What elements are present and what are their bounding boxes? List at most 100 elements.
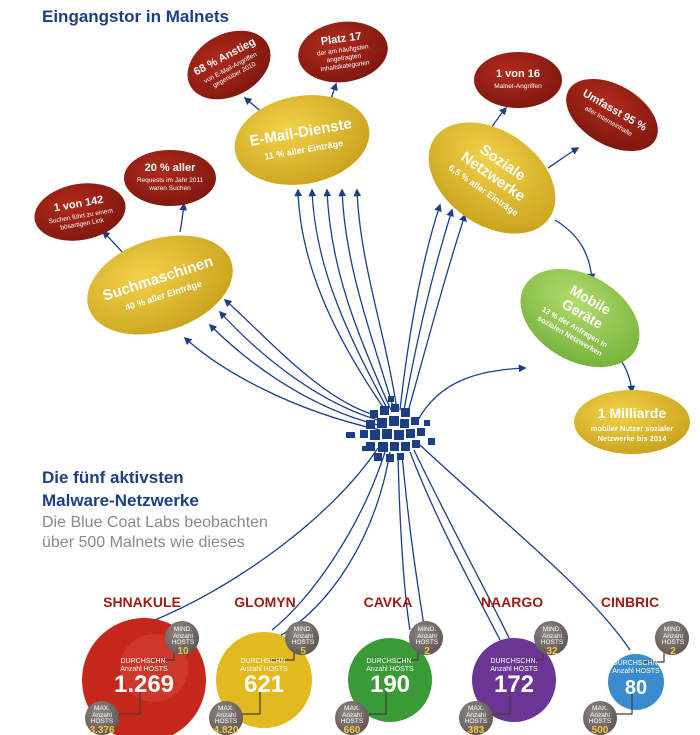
category-mobile-users: 1 Milliarde mobiler Nutzer sozialer Netz… <box>574 390 690 454</box>
max-label-line1: MAX. <box>344 705 360 712</box>
max-label-line2: Anzahl <box>466 712 486 719</box>
fact-email-increase: 68 % Anstieg von E-Mail-Angriffen gegenü… <box>187 30 271 100</box>
connector-cinbric <box>419 444 631 651</box>
connector-search-4 <box>183 336 381 431</box>
max-label-line1: MAX. <box>218 705 234 712</box>
section-title-line1: Die fünf aktivsten <box>42 468 184 487</box>
max-badge <box>459 701 493 735</box>
connector-search-fact2 <box>179 202 188 233</box>
connector-email-3 <box>323 188 392 411</box>
search-share-line2: waren Suchen <box>148 185 191 192</box>
email-bubble <box>234 95 370 185</box>
search-link-bubble <box>34 183 126 241</box>
connector-social-3 <box>407 213 467 413</box>
network-bubble <box>608 654 664 710</box>
mobile-users-big: 1 Milliarde <box>598 405 667 421</box>
min-badge <box>165 621 199 655</box>
search-share-line1: Requests im Jahr 2011 <box>137 177 204 184</box>
social-attacks-big: 1 von 16 <box>496 68 540 80</box>
min-label-line3: HOSTS <box>172 639 195 646</box>
avg-label-line1: DURCHSCHN. <box>240 658 287 665</box>
section-subtitle-line2: über 500 Malnets wie dieses <box>42 534 245 551</box>
connector-social-1 <box>399 203 442 411</box>
social-bubble <box>428 122 556 234</box>
max-value: 500 <box>592 725 609 735</box>
avg-label-line2: Anzahl HOSTS <box>366 666 414 673</box>
max-label-line3: HOSTS <box>341 718 364 725</box>
mobile-users-line2: Netzwerke bis 2014 <box>598 434 668 443</box>
min-badge <box>409 621 443 655</box>
min-label-line2: Anzahl <box>173 633 193 640</box>
social-attacks-bubble <box>474 52 562 108</box>
connector-search-3 <box>208 323 379 426</box>
network-bubble <box>348 638 432 722</box>
avg-label-line2: Anzahl HOSTS <box>240 666 288 673</box>
min-badge <box>655 621 689 655</box>
network-bubble <box>216 632 312 728</box>
social-content-bubble <box>566 78 658 152</box>
search-bubble <box>87 235 233 335</box>
connector-cavka-1 <box>397 454 411 631</box>
min-value: 2 <box>670 646 676 657</box>
min-label-line2: Anzahl <box>293 633 313 640</box>
max-value: 3.376 <box>89 725 114 735</box>
min-label-line1: MIND. <box>543 626 562 633</box>
max-label-line3: HOSTS <box>215 718 238 725</box>
page-heading: Eingangstor in Malnets <box>42 7 229 26</box>
section-title-line2: Malware-Netzwerke <box>42 491 199 510</box>
min-value: 10 <box>177 646 189 657</box>
avg-label-line1: DURCHSCHN. <box>120 658 167 665</box>
connector-email-4 <box>338 188 395 411</box>
max-value: 383 <box>468 725 485 735</box>
min-label-line2: Anzahl <box>542 633 562 640</box>
avg-value: 80 <box>625 677 647 699</box>
connector-search-2 <box>218 310 379 421</box>
search-share-bubble <box>124 150 216 206</box>
max-label-line3: HOSTS <box>465 718 488 725</box>
max-badge <box>209 701 243 735</box>
network-name: CINBRIC <box>601 594 659 610</box>
connector-mobile <box>417 364 527 421</box>
avg-value: 172 <box>494 671 534 698</box>
max-badge <box>335 701 369 735</box>
min-label-line1: MIND. <box>664 626 683 633</box>
avg-label-line1: DURCHSCHN. <box>366 658 413 665</box>
max-label-line1: MAX. <box>468 705 484 712</box>
network-name: GLOMYN <box>234 594 295 610</box>
min-label-line3: HOSTS <box>541 639 564 646</box>
min-label-line3: HOSTS <box>292 639 315 646</box>
network-bubble <box>472 638 556 722</box>
min-label-line3: HOSTS <box>662 639 685 646</box>
min-label-line2: Anzahl <box>417 633 437 640</box>
mobile-users-bubble <box>574 390 690 454</box>
connector-social-fact2 <box>547 147 580 169</box>
max-label-line2: Anzahl <box>92 712 112 719</box>
email-rank-big: Platz 17 <box>320 30 362 48</box>
network-name: CAVKA <box>364 594 413 610</box>
max-connector <box>236 690 261 715</box>
avg-value: 190 <box>370 671 410 698</box>
fact-social-content: Umfasst 95 % aller Interneinhalte <box>566 78 658 152</box>
max-label-line2: Anzahl <box>590 712 610 719</box>
min-badge <box>534 621 568 655</box>
max-connector <box>610 692 633 715</box>
max-label-line1: MAX. <box>592 705 608 712</box>
min-label-line1: MIND. <box>418 626 437 633</box>
max-badge <box>85 701 119 735</box>
avg-label-line1: DURCHSCHN. <box>490 658 537 665</box>
hub-connectors <box>101 82 636 651</box>
max-label-line3: HOSTS <box>91 718 114 725</box>
max-connector <box>486 690 511 715</box>
search-share-big: 20 % aller <box>145 162 196 174</box>
avg-label-line2: Anzahl HOSTS <box>490 666 538 673</box>
category-search: Suchmaschinen 40 % aller Einträge <box>87 235 233 335</box>
connector-cavka-2 <box>401 454 426 633</box>
mobile-bubble <box>520 268 640 368</box>
fact-search-link: 1 von 142 Suchen führt zu einem bösartig… <box>34 183 126 241</box>
connector-email-5 <box>353 188 398 411</box>
